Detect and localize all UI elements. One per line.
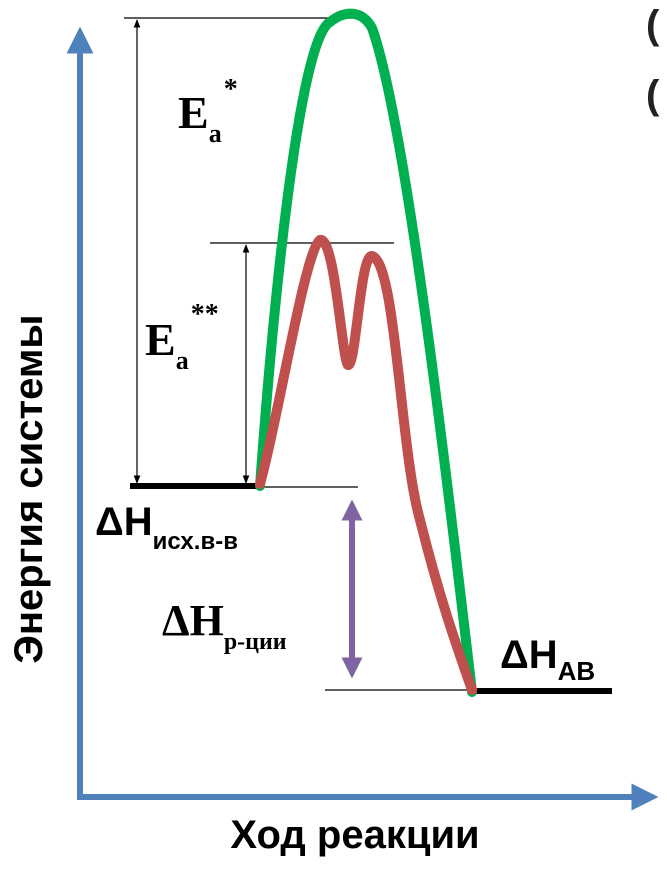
x-axis-title: Ход реакции bbox=[230, 813, 479, 857]
dh-products-label: ΔHAB bbox=[500, 633, 595, 686]
uncatalyzed-curve bbox=[255, 8, 477, 697]
cropped-text-fragment-1: ( bbox=[646, 3, 660, 47]
catalyzed-curve bbox=[255, 235, 477, 695]
ea-dstar-label: Ea** bbox=[145, 299, 219, 375]
dh-reaction-label: ΔHр-ции bbox=[162, 596, 287, 655]
ea-star-label: Ea* bbox=[178, 74, 238, 148]
cropped-text-fragment-2: ( bbox=[646, 73, 660, 117]
y-axis-title: Энергия системы bbox=[7, 314, 51, 663]
dh-reactants-label: ΔHисх.в-в bbox=[95, 500, 238, 555]
